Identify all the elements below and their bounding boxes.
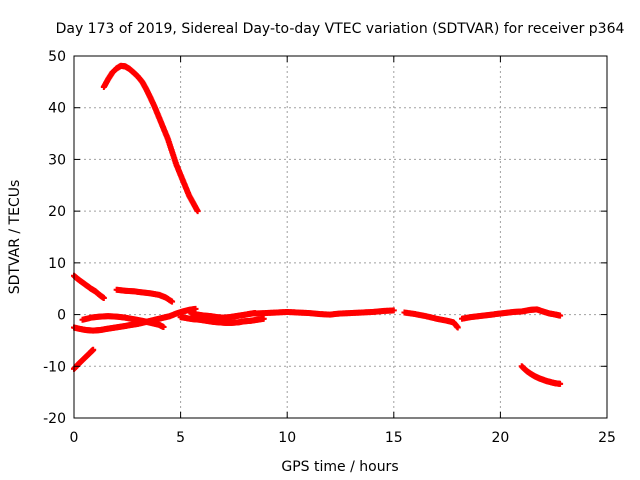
series-plateau-4 [113, 286, 176, 305]
series-long-band [252, 307, 397, 318]
data-point [194, 208, 201, 215]
series-rising-band [71, 305, 199, 334]
series-late-band [459, 306, 564, 322]
x-axis-label: GPS time / hours [281, 459, 398, 475]
plot-frame [73, 55, 608, 419]
chart-title: Day 173 of 2019, Sidereal Day-to-day VTE… [56, 21, 625, 37]
x-tick-label: 15 [385, 430, 403, 446]
data-point [260, 315, 267, 322]
ticks [73, 55, 608, 419]
y-tick-labels: -20 -10 0 10 20 30 40 50 [43, 49, 66, 427]
y-tick-label: -10 [43, 359, 66, 375]
series-late-drop [518, 363, 564, 387]
series-early-decline [71, 272, 107, 302]
y-tick-label: 40 [48, 101, 66, 117]
series-late-dip [401, 309, 461, 331]
y-axis-label: SDTVAR / TECUs [7, 180, 23, 295]
data-point [557, 312, 564, 319]
data-point [100, 295, 107, 302]
data-point [192, 305, 199, 312]
data-point [390, 307, 397, 314]
data-point [169, 298, 176, 305]
series-arc-high [100, 62, 201, 215]
series-mid-band-b [188, 310, 259, 321]
y-tick-label: 0 [57, 308, 66, 324]
y-tick-label: -20 [43, 411, 66, 427]
y-tick-label: 10 [48, 256, 66, 272]
series-early-low [71, 346, 97, 372]
x-tick-labels: 0 5 10 15 20 25 [70, 430, 616, 446]
x-tick-label: 20 [491, 430, 509, 446]
data-point [454, 324, 461, 331]
data-point [90, 346, 97, 353]
data-series [71, 62, 564, 387]
y-tick-label: 30 [48, 152, 66, 168]
x-tick-label: 25 [598, 430, 616, 446]
x-tick-label: 10 [278, 430, 296, 446]
y-tick-label: 50 [48, 49, 66, 65]
data-point [557, 380, 564, 387]
x-tick-label: 0 [70, 430, 79, 446]
y-tick-label: 20 [48, 204, 66, 220]
x-tick-label: 5 [176, 430, 185, 446]
series-flat-band [79, 313, 167, 330]
data-point [160, 323, 167, 330]
